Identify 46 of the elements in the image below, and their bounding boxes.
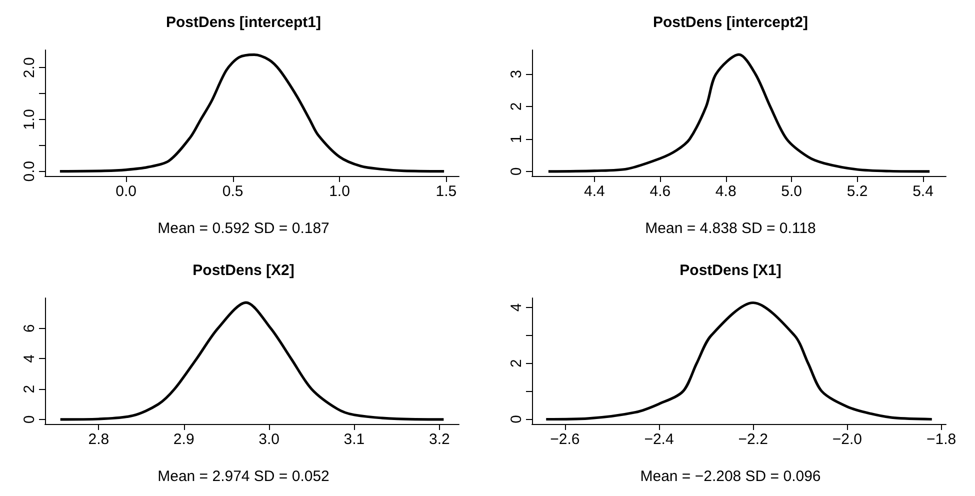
y-tick-label: 6 — [21, 324, 38, 333]
text: Mean = 0.592 SD = 0.187 — [158, 220, 330, 237]
y-tick-label: 0 — [508, 167, 525, 176]
x-tick-label: −1.8 — [926, 431, 956, 448]
y-tick-label: 4 — [508, 303, 525, 312]
x-tick-label: 3.1 — [344, 431, 365, 448]
x-tick-label: −2.6 — [550, 431, 580, 448]
chart-title: PostDens [X2] — [192, 262, 294, 279]
x-tick-label: 0.5 — [222, 183, 244, 200]
y-tick-label: 0 — [508, 415, 525, 424]
y-tick-label: 2 — [508, 359, 525, 368]
y-tick-label: 4 — [21, 354, 38, 363]
x-tick-label: 5.4 — [912, 183, 934, 200]
text: Mean = 2.974 SD = 0.052 — [158, 468, 330, 485]
y-tick-label: 2 — [21, 384, 38, 394]
text: Mean = −2.208 SD = 0.096 — [640, 468, 821, 485]
x-tick-label: −2.2 — [738, 431, 768, 448]
chart-title: PostDens [X1] — [680, 262, 782, 279]
x-tick-label: −2.0 — [832, 431, 862, 448]
y-tick-label: 0 — [21, 415, 38, 424]
y-tick-label: 2.0 — [21, 57, 38, 78]
line-series — [544, 301, 934, 421]
x-tick-label: 4.8 — [715, 183, 736, 200]
x-tick-label: 5.2 — [846, 183, 868, 200]
y-tick-label: 2 — [508, 102, 525, 111]
y-tick-label: 0.0 — [21, 160, 38, 182]
text: Mean = 4.838 SD = 0.118 — [645, 220, 816, 237]
x-tick-label: 4.4 — [584, 183, 605, 200]
x-tick-label: 4.6 — [650, 183, 671, 200]
x-tick-label: 2.8 — [88, 431, 110, 448]
y-tick-label: 3 — [508, 70, 525, 78]
line-series — [58, 53, 446, 173]
chart-title: PostDens [intercept1] — [166, 14, 322, 31]
x-tick-label: 3.2 — [428, 431, 450, 448]
x-tick-label: 1.0 — [329, 183, 350, 200]
x-tick-label: 3.0 — [258, 431, 280, 448]
x-tick-label: 0.0 — [116, 183, 137, 200]
x-tick-label: 5.0 — [781, 183, 802, 200]
chart-title: PostDens [intercept2] — [652, 14, 808, 31]
y-tick-label: 1.0 — [21, 109, 38, 130]
x-tick-label: 2.9 — [173, 431, 194, 448]
line-series — [59, 301, 445, 421]
x-tick-label: 1.5 — [436, 183, 457, 200]
line-series — [547, 53, 931, 173]
x-tick-label: −2.4 — [644, 431, 674, 448]
y-tick-label: 1 — [508, 134, 525, 144]
